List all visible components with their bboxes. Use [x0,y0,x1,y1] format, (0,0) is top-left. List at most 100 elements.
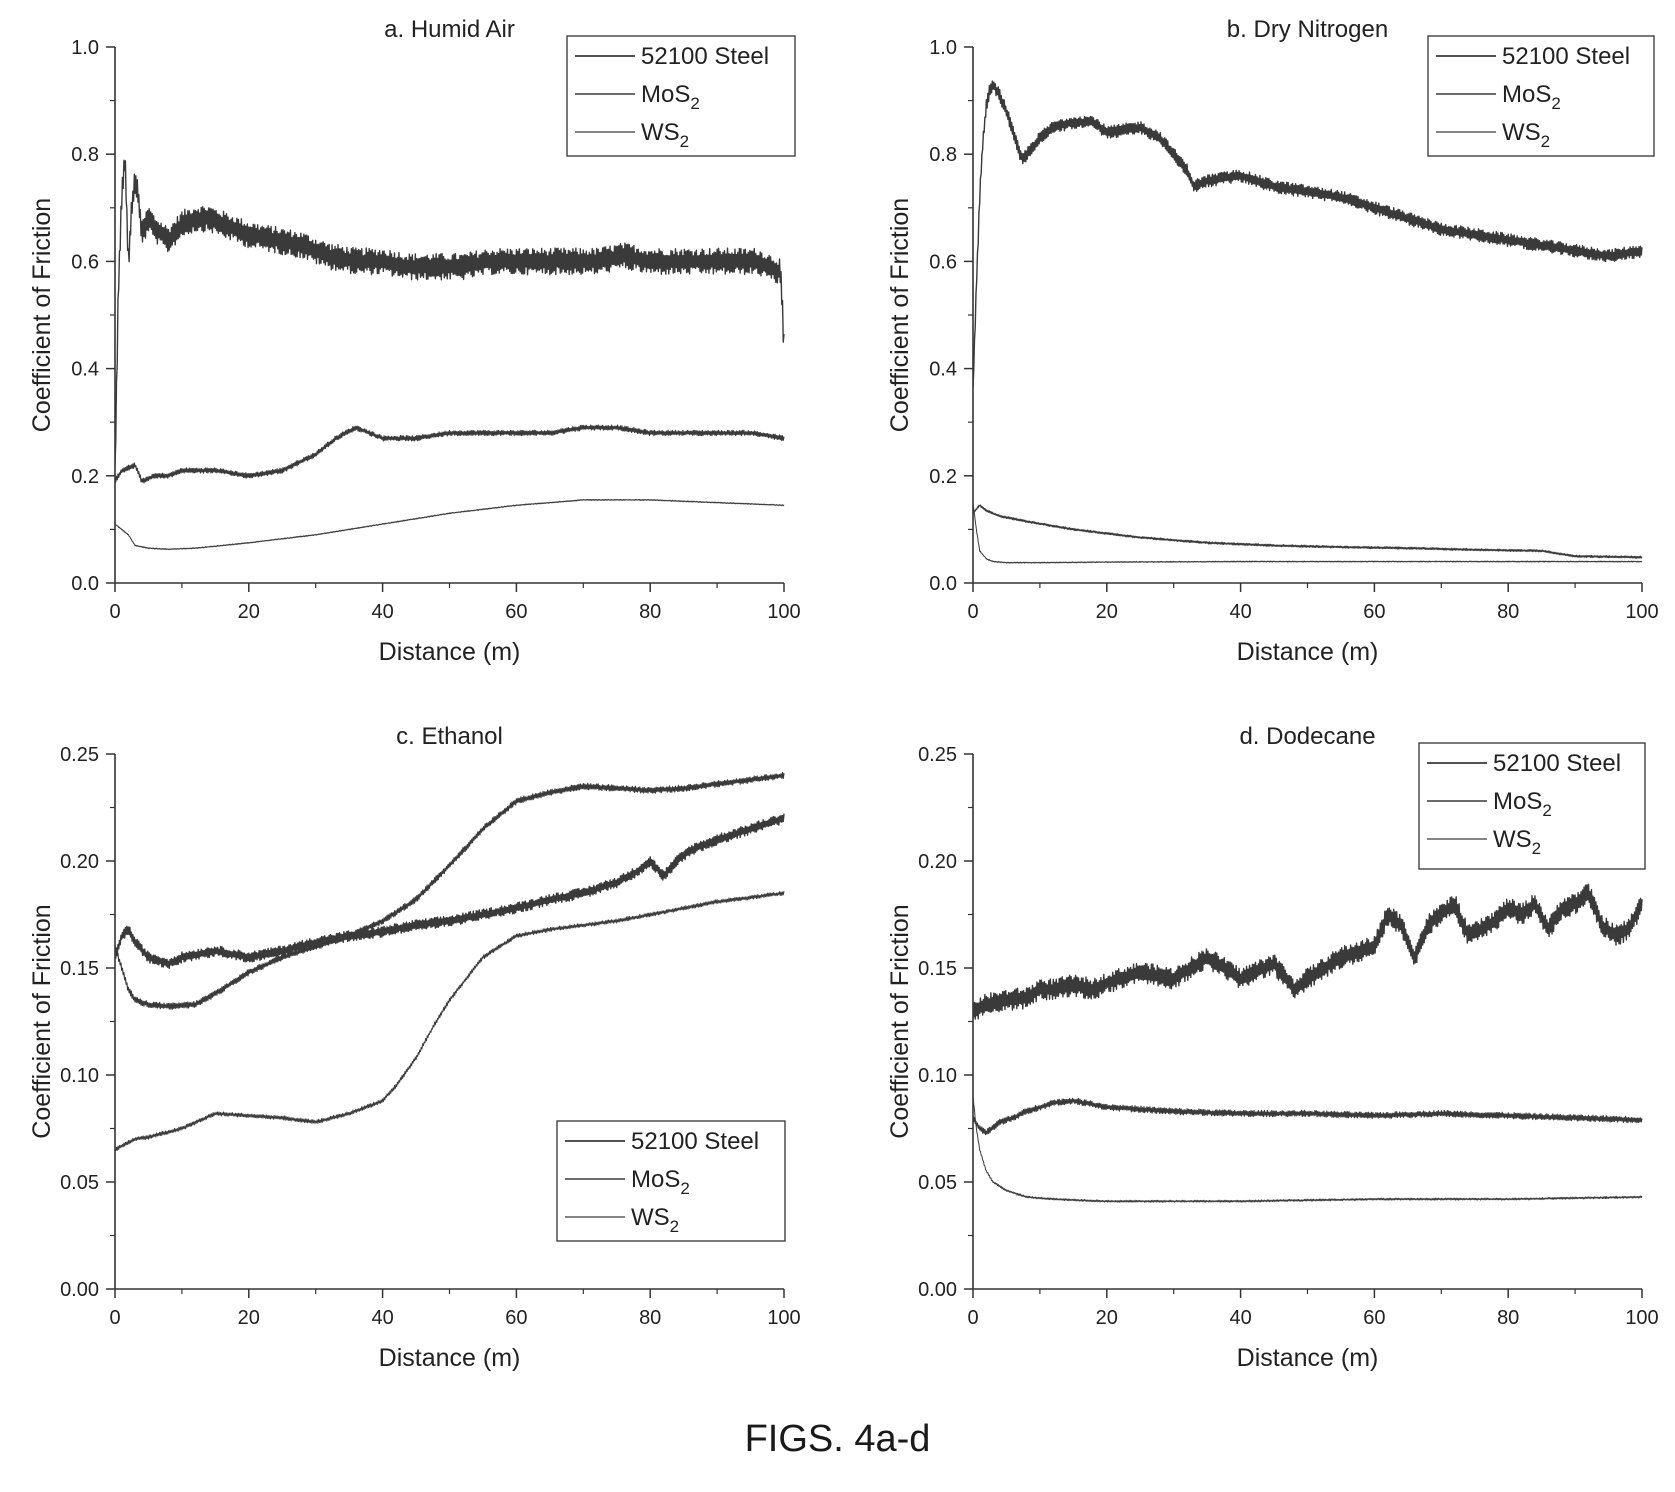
x-axis-label: Distance (m) [1237,1344,1379,1372]
series-line-52100-steel [115,159,785,466]
x-axis-label: Distance (m) [379,1344,521,1372]
series-line-ws2 [973,1095,1643,1203]
legend-entry: MoS2 [1502,81,1561,113]
x-tick-label: 80 [639,1307,661,1329]
y-axis-label: Coefficient of Friction [28,198,56,432]
y-tick-label: 0.8 [71,144,99,166]
x-tick-label: 80 [1497,601,1519,623]
series-group [973,883,1643,1203]
chart-panel-2: 0.0 0.2 0.4 0.6 0.8 1.0 0 20 40 60 80 100 b. Dry Nit… [886,16,1659,666]
series-line-52100-steel [115,813,785,970]
x-tick-label: 60 [1363,601,1385,623]
series-line-52100-steel [973,80,1643,388]
figure-canvas: 0.0 0.2 0.4 0.6 0.8 1.0 0 20 40 60 80 100 a. Humid A… [28,16,1659,1372]
series-line-ws2 [115,498,785,551]
legend: 52100 Steel MoS2 WS2 [1418,742,1646,870]
x-tick-label: 0 [967,601,978,623]
series-line-mos2 [973,504,1643,559]
legend-entry: 52100 Steel [1502,43,1630,70]
legend-entry: 52100 Steel [1493,750,1621,777]
y-tick-label: 0.2 [71,466,99,488]
x-tick-label: 40 [1229,1307,1251,1329]
y-tick-label: 0.05 [60,1172,99,1194]
legend-entry: WS2 [641,119,689,151]
x-tick-label: 20 [238,1307,260,1329]
y-tick-label: 0.4 [71,359,99,381]
figure-caption: FIGS. 4a-d [744,1418,931,1460]
series-group [115,159,785,551]
series-group [115,771,785,1152]
legend-entry: WS2 [1502,119,1550,151]
series-line-mos2 [115,771,785,1010]
series-line-ws2 [973,502,1643,564]
chart-title: b. Dry Nitrogen [1227,16,1388,43]
y-tick-label: 1.0 [71,37,99,59]
y-tick-label: 0.15 [60,958,99,980]
y-tick-label: 0.10 [918,1065,957,1087]
y-tick-label: 0.0 [71,573,99,595]
x-tick-label: 20 [1096,601,1118,623]
legend-entry: MoS2 [1493,788,1552,820]
x-tick-label: 40 [371,1307,393,1329]
y-tick-label: 0.00 [60,1279,99,1301]
series-line-mos2 [973,1097,1643,1136]
y-tick-label: 0.15 [918,958,957,980]
legend: 52100 Steel MoS2 WS2 [1427,35,1655,157]
x-tick-label: 60 [1363,1307,1385,1329]
legend: 52100 Steel MoS2 WS2 [556,1120,786,1242]
y-tick-label: 0.25 [60,744,99,766]
y-tick-label: 0.10 [60,1065,99,1087]
y-axis-label: Coefficient of Friction [28,904,56,1138]
y-tick-label: 0.20 [918,851,957,873]
y-tick-label: 0.0 [929,573,957,595]
y-tick-label: 0.2 [929,466,957,488]
y-tick-label: 0.00 [918,1279,957,1301]
x-tick-label: 20 [1096,1307,1118,1329]
x-tick-label: 100 [767,601,800,623]
legend-entry: 52100 Steel [631,1128,759,1155]
x-axis-label: Distance (m) [379,638,521,666]
y-tick-label: 0.20 [60,851,99,873]
y-tick-label: 0.8 [929,144,957,166]
x-tick-label: 60 [505,1307,527,1329]
x-tick-label: 80 [1497,1307,1519,1329]
x-tick-label: 80 [639,601,661,623]
x-tick-label: 60 [505,601,527,623]
y-tick-label: 0.05 [918,1172,957,1194]
x-tick-label: 20 [238,601,260,623]
y-tick-label: 0.6 [71,251,99,273]
y-tick-label: 1.0 [929,37,957,59]
x-tick-label: 100 [767,1307,800,1329]
x-tick-label: 0 [967,1307,978,1329]
chart-title: d. Dodecane [1239,723,1375,750]
y-axis-label: Coefficient of Friction [886,198,914,432]
x-tick-label: 100 [1625,601,1658,623]
y-axis-label: Coefficient of Friction [886,904,914,1138]
legend-entry: MoS2 [641,81,700,113]
chart-panel-3: 0.00 0.05 0.10 0.15 0.20 0.25 0 20 40 60 80 100 c. E… [28,723,801,1372]
legend-entry: WS2 [631,1204,679,1236]
y-tick-label: 0.4 [929,359,957,381]
x-tick-label: 40 [371,601,393,623]
y-tick-label: 0.6 [929,251,957,273]
series-line-mos2 [115,424,785,484]
x-tick-label: 0 [109,601,120,623]
chart-title: c. Ethanol [396,723,503,750]
legend-entry: MoS2 [631,1166,690,1198]
legend: 52100 Steel MoS2 WS2 [566,35,796,157]
y-tick-label: 0.25 [918,744,957,766]
series-line-52100-steel [973,883,1643,1020]
x-axis-label: Distance (m) [1237,638,1379,666]
x-tick-label: 0 [109,1307,120,1329]
series-line-ws2 [115,891,785,1152]
chart-panel-4: 0.00 0.05 0.10 0.15 0.20 0.25 0 20 40 60 80 100 d. D… [886,723,1659,1372]
legend-box [1418,742,1646,870]
x-tick-label: 40 [1229,601,1251,623]
series-group [973,80,1643,564]
x-tick-label: 100 [1625,1307,1658,1329]
legend-entry: WS2 [1493,826,1541,858]
chart-title: a. Humid Air [384,16,515,43]
legend-entry: 52100 Steel [641,43,769,70]
chart-panel-1: 0.0 0.2 0.4 0.6 0.8 1.0 0 20 40 60 80 100 a. Humid A… [28,16,801,666]
